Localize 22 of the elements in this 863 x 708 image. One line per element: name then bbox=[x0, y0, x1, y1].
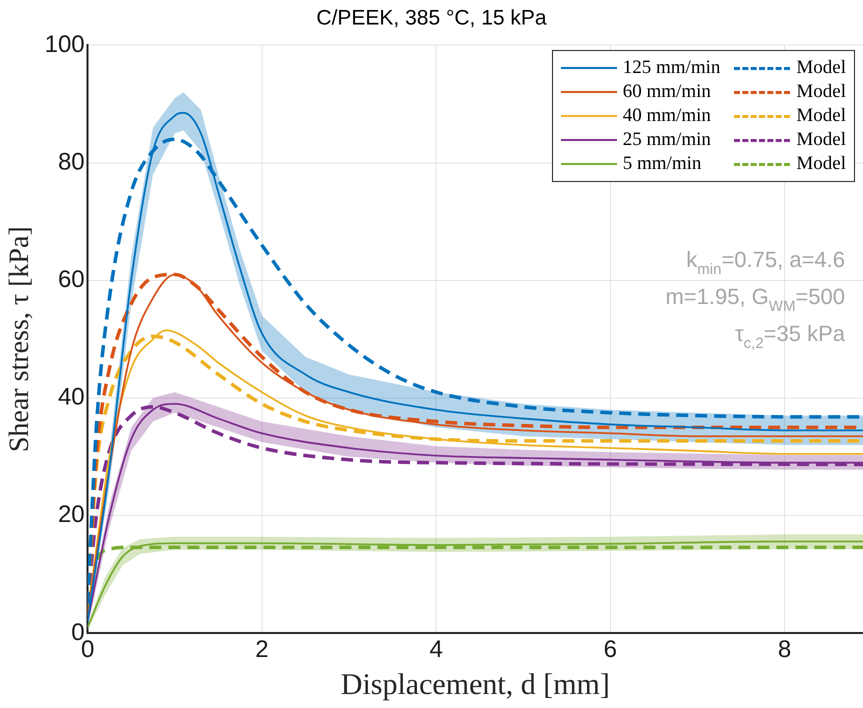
y-tick-label: 60 bbox=[58, 266, 85, 294]
legend-label: 125 mm/min bbox=[622, 57, 720, 79]
y-tick-label: 100 bbox=[44, 30, 85, 58]
legend-label: 60 mm/min bbox=[622, 81, 711, 103]
chart-title: C/PEEK, 385 °C, 15 kPa bbox=[316, 6, 547, 30]
x-axis-title: Displacement, d [mm] bbox=[340, 668, 610, 701]
legend-label: Model bbox=[796, 129, 846, 151]
x-tick-label: 2 bbox=[255, 636, 269, 664]
y-axis-title: Shear stress, τ [kPa] bbox=[4, 226, 36, 452]
x-tick-label: 6 bbox=[604, 636, 618, 664]
legend-label: 5 mm/min bbox=[622, 153, 702, 175]
legend-label: Model bbox=[796, 57, 846, 79]
y-tick-label: 80 bbox=[58, 148, 85, 176]
legend-label: Model bbox=[796, 105, 846, 127]
legend-label: 25 mm/min bbox=[622, 129, 711, 151]
y-tick-label: 40 bbox=[58, 384, 85, 411]
legend-label: Model bbox=[796, 81, 846, 103]
x-tick-label: 8 bbox=[778, 636, 792, 664]
legend-label: 40 mm/min bbox=[622, 105, 711, 127]
x-tick-label: 4 bbox=[429, 636, 443, 664]
y-tick-label: 20 bbox=[58, 501, 85, 528]
legend-label: Model bbox=[796, 153, 846, 175]
